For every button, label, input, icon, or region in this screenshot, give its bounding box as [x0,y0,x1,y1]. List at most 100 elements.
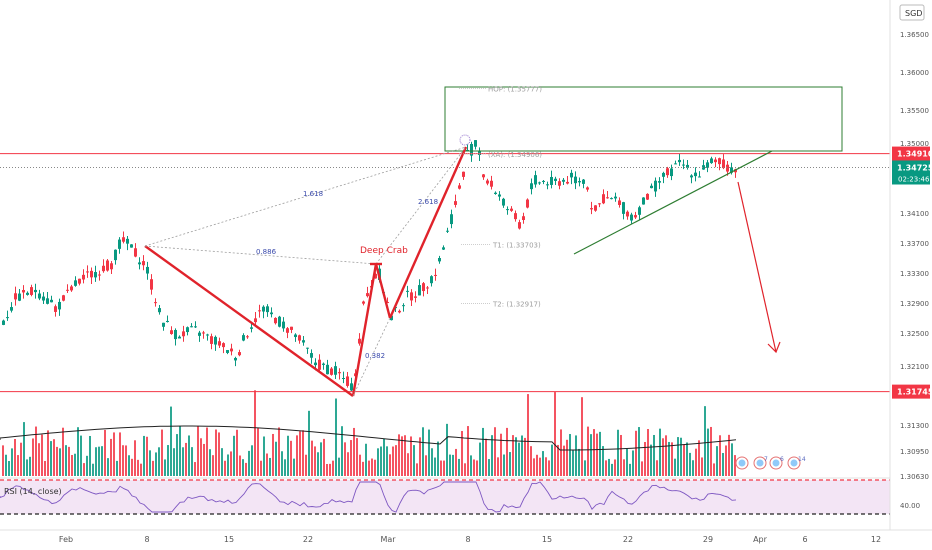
candle-body [526,199,529,208]
volume-bar [236,429,238,476]
time-tick-label: 22 [623,535,633,544]
volume-bar [101,446,103,476]
candle-body [6,317,9,319]
candle-body [218,341,221,346]
candle-body [538,182,541,184]
candle-body [490,180,493,187]
volume-bar [356,438,358,476]
volume-bar [608,458,610,476]
candle-body [114,249,117,261]
volume-bar [596,433,598,476]
volume-bar [62,427,64,476]
candle-body [46,298,49,304]
candle-body [258,310,261,312]
candle-body [598,203,601,205]
candle-body [574,176,577,184]
pattern-leg-4 [388,146,468,319]
volume-bar [23,422,25,476]
volume-bar [194,462,196,476]
volume-bar [134,440,136,476]
time-tick-label: Apr [753,535,768,544]
volume-bar [38,443,40,476]
volume-bar [17,455,19,476]
candle-body [274,317,277,324]
volume-bar [425,455,427,476]
volume-bar [380,446,382,476]
candle-body [442,247,445,250]
volume-bar [179,426,181,476]
countdown-value: 02:23:46 [898,175,930,183]
volume-bar [656,460,658,476]
volume-bar [482,427,484,476]
candle-body [530,183,533,190]
volume-bar [422,427,424,476]
volume-bar [401,436,403,476]
volume-bar [128,455,130,476]
volume-bar [14,439,16,476]
volume-bar [509,452,511,476]
candle-body [406,290,409,292]
volume-bar [248,450,250,476]
volume-bar [506,427,508,476]
volume-bar [341,426,343,476]
candle-body [198,332,201,336]
volume-bar [374,459,376,476]
volume-bar [500,433,502,476]
event-count-label: 7 [764,456,768,463]
pattern-leg-2 [351,263,378,397]
volume-bar [209,449,211,476]
volume-bar [545,457,547,476]
price-tick-label: 1.30950 [900,448,929,456]
candle-body [706,162,709,168]
candle-body [310,353,313,358]
candle-body [130,244,133,248]
volume-bar [335,398,337,476]
volume-bar [611,463,613,476]
volume-bar [71,455,73,476]
volume-bar [113,432,115,476]
volume-bar [641,461,643,476]
candle-body [398,310,401,313]
volume-bar [302,430,304,476]
volume-bar [8,461,10,476]
volume-bar [458,458,460,476]
volume-bar [692,460,694,476]
volume-bar [239,455,241,476]
candle-body [426,287,429,289]
candle-body [554,178,557,181]
volume-bar [20,442,22,476]
candle-body [634,215,637,218]
volume-bar [437,441,439,476]
volume-bar [59,448,61,476]
volume-bar [407,453,409,476]
volume-bar [323,438,325,476]
volume-bar [143,435,145,476]
volume-bar [539,457,541,476]
price-tick-label: 1.33300 [900,270,929,278]
ratio-line-bd [375,146,467,265]
currency-box[interactable] [899,4,925,21]
volume-bar [728,434,730,476]
volume-bar [644,441,646,476]
volume-bar [206,427,208,476]
volume-bar [446,423,448,476]
candle-body [286,328,289,333]
candle-body [474,140,477,147]
volume-bar [554,392,556,476]
candle-body [174,329,177,340]
rsi-band [0,480,890,514]
volume-bar [584,460,586,476]
volume-bar [677,437,679,476]
candle-body [302,340,305,343]
volume-bar [725,445,727,476]
candle-body [506,209,509,211]
volume-bar [587,426,589,476]
volume-bar [491,435,493,476]
candle-body [10,307,13,311]
volume-bar [350,440,352,476]
candle-body [510,208,513,211]
volume-bar [386,446,388,476]
candle-body [626,211,629,217]
target-zone-box [444,86,843,152]
candle-body [430,276,433,284]
